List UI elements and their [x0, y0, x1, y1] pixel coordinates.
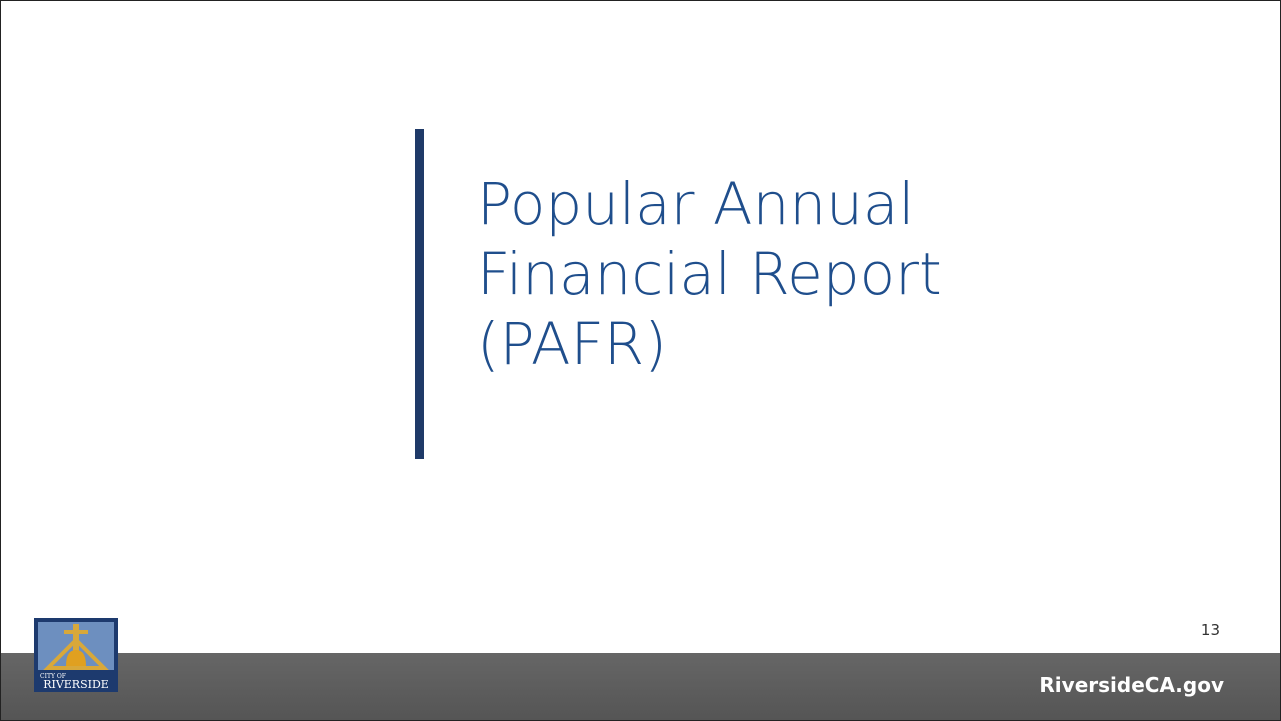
- title: Popular Annual Financial Report (PAFR): [477, 169, 942, 379]
- title-line: Popular Annual: [477, 170, 915, 238]
- title-line: (PAFR): [477, 310, 667, 378]
- title-line: Financial Report: [477, 240, 942, 308]
- logo: CITY OF RIVERSIDE: [34, 618, 118, 692]
- logo-name: RIVERSIDE: [43, 678, 109, 691]
- logo-small: CITY OF: [40, 673, 66, 680]
- footer-site: RiversideCA.gov: [1039, 673, 1224, 697]
- footer: RiversideCA.gov: [1, 653, 1280, 720]
- page-number: 13: [1200, 621, 1220, 639]
- accent-bar: [415, 129, 424, 459]
